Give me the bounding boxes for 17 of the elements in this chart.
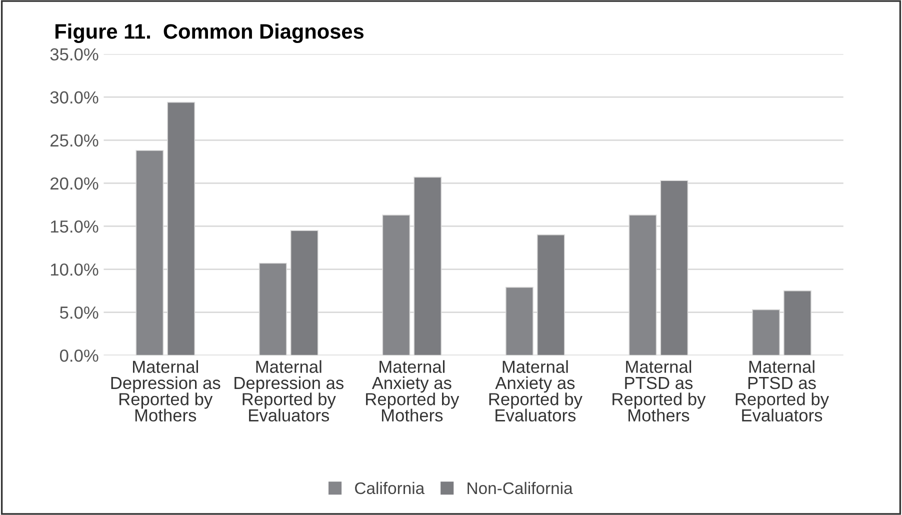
chart-title: Figure 11. Common Diagnoses: [56, 24, 364, 44]
legend-label: Non-California: [468, 482, 573, 494]
y-tick-label: 15.0%: [50, 220, 98, 233]
x-tick-label: Maternal Depression as Reported by Mothers: [111, 360, 220, 422]
x-tick-label: Maternal Depression as Reported by Evaluators: [234, 360, 344, 422]
y-tick-label: 20.0%: [50, 177, 98, 190]
x-tick-label: Maternal Anxiety as Reported by Mothers: [366, 360, 460, 422]
legend-label: California: [355, 482, 425, 494]
y-tick-label: 25.0%: [50, 134, 98, 147]
y-tick-label: 35.0%: [50, 48, 98, 61]
y-tick-label: 0.0%: [60, 350, 98, 362]
x-tick-label: Maternal Anxiety as Reported by Evaluators: [489, 360, 582, 422]
y-tick-label: 5.0%: [60, 306, 98, 319]
y-tick-label: 30.0%: [50, 91, 98, 104]
y-tick-label: 10.0%: [50, 263, 98, 276]
x-tick-label: Maternal PTSD as Reported by Mothers: [612, 360, 706, 422]
x-tick-label: Maternal PTSD as Reported by Evaluators: [736, 360, 829, 422]
